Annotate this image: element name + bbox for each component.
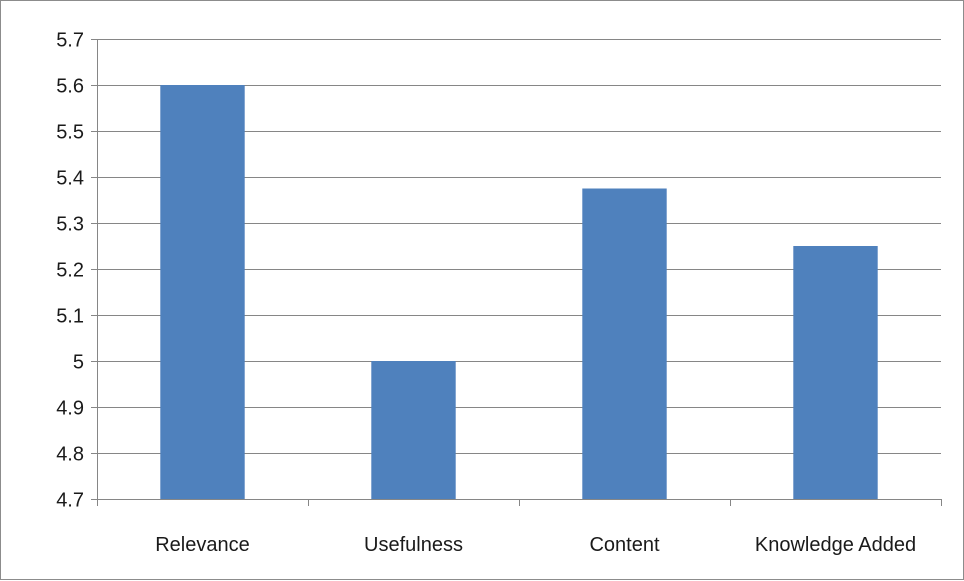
y-tick-label: 5.6	[56, 76, 84, 98]
y-tick-label: 5.7	[56, 30, 84, 52]
x-category-label: Content	[589, 534, 659, 556]
x-category-label: Knowledge Added	[755, 534, 916, 556]
y-tick-label: 4.8	[56, 444, 84, 466]
x-category-label: Usefulness	[364, 534, 463, 556]
y-tick-label: 5.2	[56, 260, 84, 282]
x-category-label: Relevance	[155, 534, 250, 556]
bar-content	[582, 188, 667, 499]
y-tick-label: 4.7	[56, 490, 84, 512]
bar-knowledge-added	[793, 246, 878, 499]
bar-relevance	[160, 85, 245, 499]
y-tick-label: 5.3	[56, 214, 84, 236]
y-tick-label: 5.1	[56, 306, 84, 328]
x-category-labels: Relevance Usefulness Content Knowledge Adde…	[155, 534, 916, 556]
y-tick-label: 5	[73, 352, 84, 374]
axes	[91, 39, 942, 506]
y-tick-label: 4.9	[56, 398, 84, 420]
bar-usefulness	[371, 361, 456, 499]
bars	[160, 85, 878, 499]
y-tick-label: 5.5	[56, 122, 84, 144]
y-tick-labels: 4.7 4.8 4.9 5 5.1 5.2 5.3 5.4 5.5 5.6 5.7	[56, 30, 84, 512]
y-tick-label: 5.4	[56, 168, 84, 190]
